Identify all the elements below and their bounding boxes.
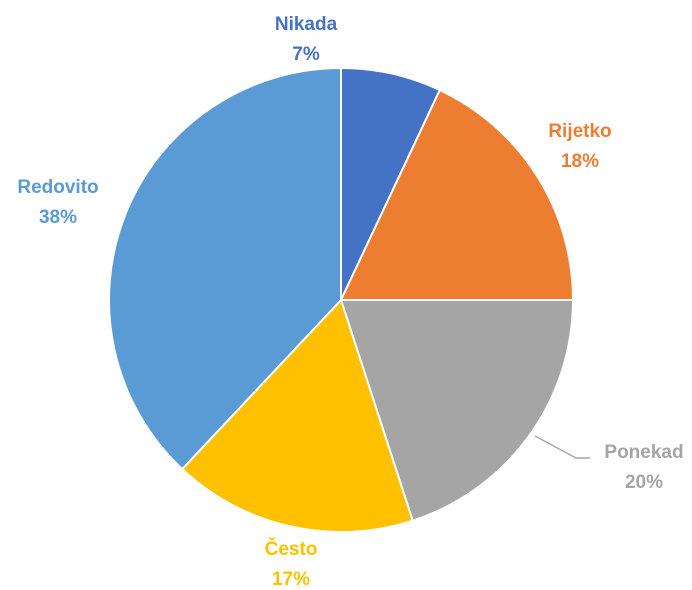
slice-name-cesto: Često bbox=[265, 538, 318, 560]
slice-name-ponekad: Ponekad bbox=[604, 442, 683, 463]
slice-label-nikada: Nikada 7% bbox=[275, 14, 338, 65]
slice-percent-rijetko: 18% bbox=[561, 151, 599, 172]
slice-label-cesto: Često 17% bbox=[265, 538, 318, 590]
pie-slice-cesto bbox=[180, 298, 414, 533]
slice-percent-cesto: 17% bbox=[272, 569, 310, 590]
slice-percent-ponekad: 20% bbox=[625, 472, 663, 493]
slice-percent-redovito: 38% bbox=[39, 207, 77, 228]
slice-name-rijetko: Rijetko bbox=[548, 121, 611, 142]
slice-labels: Nikada 7% Rijetko 18% Ponekad 20% Često 17% Redo… bbox=[17, 14, 683, 590]
slice-name-nikada: Nikada bbox=[275, 14, 338, 35]
slice-label-rijetko: Rijetko 18% bbox=[548, 121, 611, 172]
slice-label-redovito: Redovito 38% bbox=[17, 177, 98, 228]
slice-label-ponekad: Ponekad 20% bbox=[604, 442, 683, 493]
pie-slice-ponekad bbox=[339, 299, 575, 522]
pie-slices bbox=[108, 66, 575, 533]
slice-name-redovito: Redovito bbox=[17, 177, 98, 198]
leader-lines bbox=[534, 435, 590, 459]
slice-percent-nikada: 7% bbox=[292, 44, 320, 65]
pie-slice-nikada bbox=[340, 66, 442, 301]
pie-slice-rijetko bbox=[339, 88, 575, 301]
leader-line-ponekad bbox=[534, 435, 590, 459]
pie-slice-redovito bbox=[108, 66, 342, 471]
